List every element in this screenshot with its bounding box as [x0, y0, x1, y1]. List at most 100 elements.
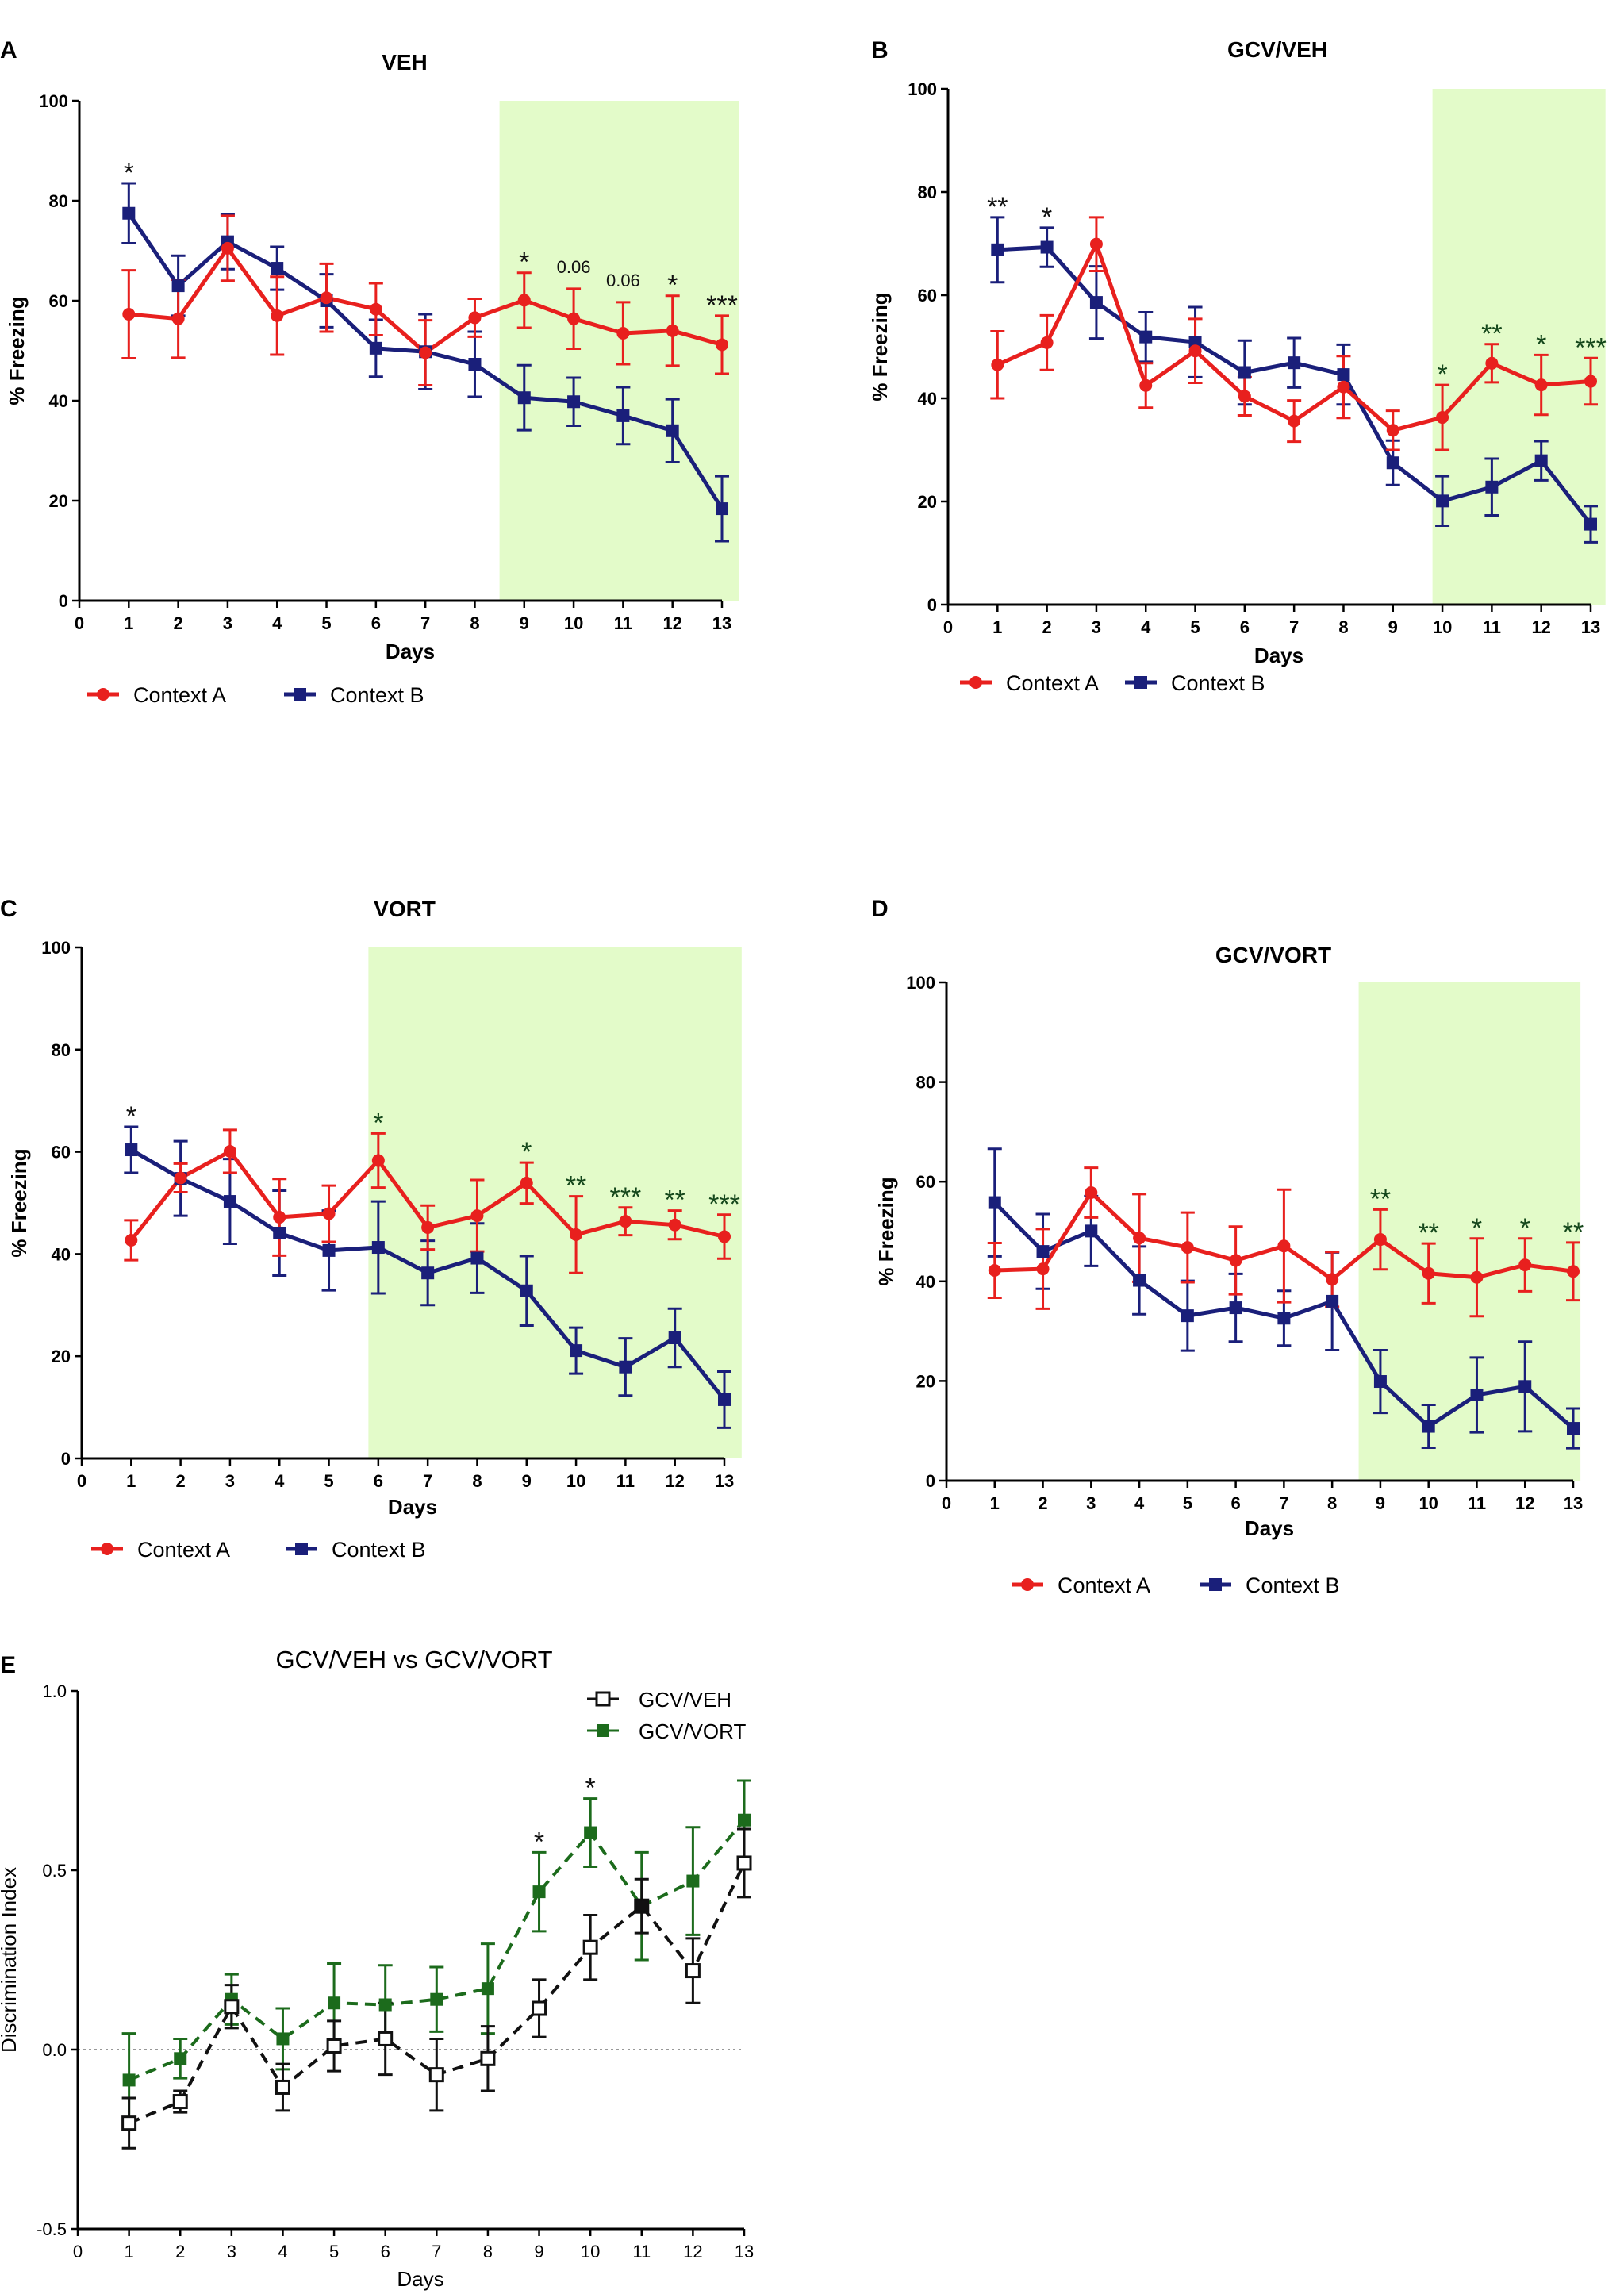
x-tick-label: 8	[470, 613, 479, 633]
y-tick-label: 20	[52, 1347, 71, 1366]
chart-title: GCV/VEH	[1227, 37, 1327, 62]
x-tick-label: 12	[683, 2242, 702, 2261]
data-point-context-a	[468, 311, 482, 325]
x-tick-label: 2	[175, 2242, 185, 2261]
data-point-context-b	[125, 1143, 138, 1157]
chart-marks: ** **** * ***	[987, 192, 1607, 544]
significance-label: 0.06	[557, 257, 591, 277]
data-point-context-a	[1089, 237, 1103, 251]
x-tick-label: 4	[278, 2242, 287, 2261]
x-axis-label: Days	[1254, 644, 1303, 667]
significance-label: ***	[610, 1182, 642, 1212]
data-point-context-b	[1089, 296, 1103, 309]
x-tick-label: 3	[223, 613, 232, 633]
x-tick-label: 2	[173, 613, 182, 633]
legend-label-context-a: Context A	[1006, 671, 1099, 695]
significance-label: *	[1472, 1213, 1482, 1243]
x-tick-label: 3	[1092, 617, 1101, 637]
panel-letter-b: B	[871, 37, 889, 63]
data-point-context-a	[174, 1171, 187, 1185]
data-point-gcv-vort	[738, 1813, 751, 1827]
x-tick-label: 2	[1038, 1493, 1047, 1513]
data-point-context-a	[1422, 1266, 1435, 1280]
legend-label-context-a: Context A	[137, 1538, 230, 1562]
y-tick-label: 0	[927, 595, 937, 615]
legend: Context A Context B	[91, 1538, 426, 1562]
data-point-context-b	[171, 279, 185, 293]
data-point-context-b	[223, 1195, 236, 1208]
data-point-context-b	[668, 1331, 681, 1345]
data-point-gcv-vort	[430, 1992, 443, 2006]
data-point-context-b	[1436, 494, 1449, 508]
data-point-context-a	[567, 312, 581, 325]
data-point-gcv-vort	[328, 1996, 341, 2010]
x-tick-label: 11	[1483, 617, 1501, 637]
data-point-context-b	[122, 206, 136, 220]
significance-label: *	[667, 271, 678, 301]
data-point-context-a	[991, 358, 1004, 371]
data-point-context-a	[1085, 1186, 1098, 1200]
data-point-context-a	[616, 326, 630, 340]
data-point-context-a	[1040, 336, 1054, 349]
x-tick-label: 3	[225, 1471, 235, 1491]
x-tick-label: 7	[1279, 1493, 1288, 1513]
legend-marker-gcv-veh	[595, 1691, 611, 1707]
y-tick-label: 100	[39, 91, 68, 111]
data-point-context-b	[369, 341, 382, 355]
data-point-context-b	[567, 395, 581, 409]
data-point-context-a	[470, 1209, 484, 1223]
data-point-context-a	[1485, 356, 1499, 370]
legend: Context A Context B	[1012, 1574, 1340, 1597]
data-point-context-b	[1238, 366, 1251, 379]
x-tick-label: 5	[329, 2242, 339, 2261]
data-point-context-a	[369, 302, 382, 316]
legend-marker-context-a	[969, 676, 982, 689]
x-tick-label: 9	[1376, 1493, 1385, 1513]
data-point-context-b	[1584, 517, 1597, 531]
data-point-context-b	[1518, 1380, 1532, 1393]
y-axis-label: % Freezing	[5, 296, 29, 405]
y-tick-label: 60	[918, 286, 937, 305]
chart-marks: **** * * **	[987, 1147, 1584, 1450]
significance-label: 0.06	[606, 271, 640, 290]
x-axis-label: Days	[388, 1495, 437, 1519]
data-point-context-b	[1133, 1274, 1146, 1287]
x-tick-label: 13	[712, 613, 731, 633]
legend-label-context-b: Context B	[330, 683, 424, 707]
x-tick-label: 12	[1515, 1493, 1534, 1513]
significance-label: **	[1418, 1218, 1438, 1248]
significance-label: *	[1536, 329, 1546, 359]
panel-letter-d: D	[871, 896, 889, 922]
data-point-context-a	[320, 291, 333, 305]
y-tick-label: -0.5	[36, 2219, 67, 2239]
x-tick-label: 7	[1289, 617, 1299, 637]
data-point-context-b	[716, 502, 728, 516]
x-tick-label: 12	[1531, 617, 1550, 637]
data-point-context-a	[1181, 1241, 1194, 1255]
panel-e: E GCV/VEH vs GCV/VORT ** -0.50.00.51.00 1…	[0, 1646, 754, 2291]
data-point-context-b	[1181, 1309, 1194, 1323]
y-axis-label: % Freezing	[868, 292, 892, 401]
data-point-context-a	[1326, 1273, 1339, 1286]
data-point-context-a	[223, 1144, 236, 1158]
x-tick-label: 8	[1327, 1493, 1337, 1513]
significance-label: ***	[1575, 332, 1607, 363]
data-point-context-b	[1567, 1422, 1580, 1435]
data-point-context-b	[1470, 1388, 1484, 1401]
data-point-context-a	[171, 312, 185, 325]
legend-label-gcv-vort: GCV/VORT	[639, 1720, 746, 1743]
data-point-context-b	[1326, 1294, 1339, 1308]
x-tick-label: 4	[272, 613, 282, 633]
y-tick-label: 100	[906, 973, 935, 993]
x-tick-label: 7	[432, 2242, 441, 2261]
data-point-context-b	[1422, 1420, 1435, 1433]
data-point-context-b	[991, 243, 1004, 256]
legend-marker-context-b	[1209, 1578, 1222, 1591]
x-tick-label: 11	[614, 613, 632, 633]
x-tick-label: 1	[992, 617, 1002, 637]
x-tick-label: 9	[520, 613, 529, 633]
data-point-context-b	[1139, 330, 1153, 344]
